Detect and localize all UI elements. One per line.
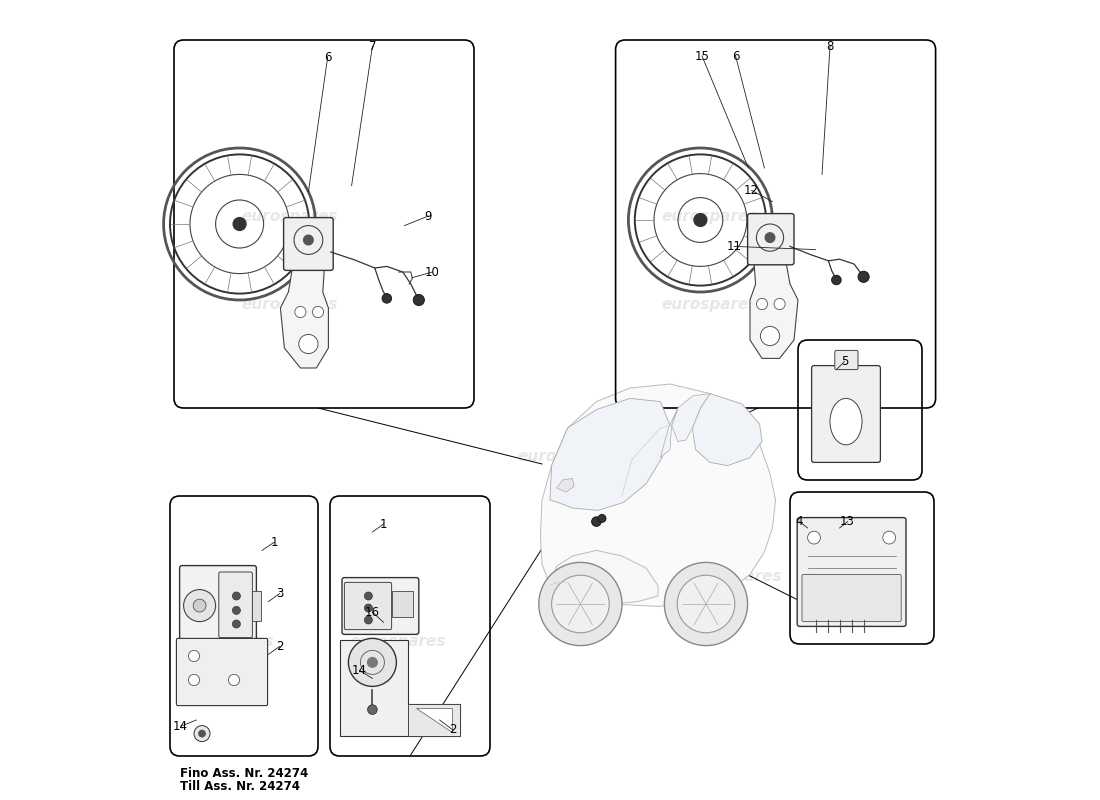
Polygon shape	[550, 398, 670, 510]
Text: 14: 14	[352, 664, 367, 677]
Polygon shape	[660, 408, 678, 458]
Text: 2: 2	[449, 723, 456, 736]
Circle shape	[592, 517, 602, 526]
Circle shape	[883, 531, 895, 544]
Text: 1: 1	[379, 518, 387, 530]
Text: eurospares: eurospares	[518, 449, 614, 463]
Polygon shape	[550, 550, 658, 604]
Text: eurospares: eurospares	[350, 634, 447, 649]
Circle shape	[382, 294, 392, 303]
Polygon shape	[557, 478, 574, 492]
Circle shape	[766, 233, 774, 242]
FancyBboxPatch shape	[176, 638, 267, 706]
Circle shape	[678, 575, 735, 633]
Text: 11: 11	[726, 240, 741, 253]
Text: 6: 6	[732, 50, 739, 62]
Circle shape	[774, 298, 785, 310]
Circle shape	[551, 575, 609, 633]
Polygon shape	[280, 268, 329, 368]
FancyBboxPatch shape	[798, 518, 906, 626]
Circle shape	[757, 298, 768, 310]
FancyBboxPatch shape	[835, 350, 858, 370]
FancyBboxPatch shape	[344, 582, 392, 630]
FancyBboxPatch shape	[284, 218, 333, 270]
Circle shape	[232, 620, 241, 628]
Circle shape	[184, 590, 216, 622]
Circle shape	[194, 599, 206, 612]
Circle shape	[694, 214, 707, 226]
Circle shape	[367, 705, 377, 714]
Circle shape	[304, 235, 313, 245]
Circle shape	[367, 658, 377, 667]
Text: 3: 3	[276, 587, 284, 600]
Polygon shape	[340, 640, 461, 736]
Text: 5: 5	[840, 355, 848, 368]
Text: 13: 13	[840, 515, 855, 528]
Circle shape	[807, 531, 821, 544]
Circle shape	[299, 334, 318, 354]
Text: 15: 15	[694, 50, 710, 62]
Text: Fino Ass. Nr. 24274: Fino Ass. Nr. 24274	[179, 767, 308, 780]
FancyBboxPatch shape	[802, 574, 901, 622]
Circle shape	[858, 271, 869, 282]
Circle shape	[664, 562, 748, 646]
FancyBboxPatch shape	[219, 572, 252, 638]
Text: 4: 4	[796, 515, 803, 528]
Circle shape	[232, 592, 241, 600]
Ellipse shape	[830, 398, 862, 445]
Circle shape	[194, 726, 210, 742]
FancyBboxPatch shape	[342, 578, 419, 634]
FancyBboxPatch shape	[252, 591, 261, 621]
Circle shape	[364, 592, 373, 600]
Circle shape	[312, 306, 323, 318]
Circle shape	[229, 674, 240, 686]
Circle shape	[188, 650, 199, 662]
Text: 12: 12	[744, 184, 759, 197]
Text: eurospares: eurospares	[662, 209, 758, 223]
Polygon shape	[417, 708, 452, 732]
Circle shape	[364, 616, 373, 624]
Polygon shape	[540, 384, 776, 606]
Text: Till Ass. Nr. 24274: Till Ass. Nr. 24274	[179, 780, 299, 793]
Circle shape	[832, 275, 842, 285]
Text: eurospares: eurospares	[662, 297, 758, 311]
Text: 8: 8	[826, 40, 834, 53]
Text: 7: 7	[368, 40, 376, 53]
Text: 6: 6	[323, 51, 331, 64]
Text: 2: 2	[276, 640, 284, 653]
Circle shape	[233, 218, 246, 230]
Text: 14: 14	[173, 720, 188, 733]
Text: eurospares: eurospares	[242, 209, 339, 223]
Text: 16: 16	[365, 606, 380, 618]
FancyBboxPatch shape	[179, 566, 256, 646]
FancyBboxPatch shape	[812, 366, 880, 462]
Text: eurospares: eurospares	[242, 297, 339, 311]
Polygon shape	[672, 394, 710, 442]
Circle shape	[539, 562, 622, 646]
Text: 10: 10	[425, 266, 440, 278]
Text: eurospares: eurospares	[178, 634, 274, 649]
Polygon shape	[408, 704, 461, 736]
FancyBboxPatch shape	[392, 591, 414, 617]
Text: 9: 9	[425, 210, 432, 222]
FancyBboxPatch shape	[748, 214, 794, 265]
Circle shape	[188, 674, 199, 686]
Circle shape	[349, 638, 396, 686]
Circle shape	[295, 306, 306, 318]
Circle shape	[364, 604, 373, 612]
Circle shape	[199, 730, 206, 737]
Text: 1: 1	[271, 536, 277, 549]
Circle shape	[598, 514, 606, 522]
Text: eurospares: eurospares	[685, 569, 782, 583]
Circle shape	[760, 326, 780, 346]
Circle shape	[232, 606, 241, 614]
Polygon shape	[750, 262, 798, 358]
Polygon shape	[692, 394, 762, 466]
Circle shape	[414, 294, 425, 306]
